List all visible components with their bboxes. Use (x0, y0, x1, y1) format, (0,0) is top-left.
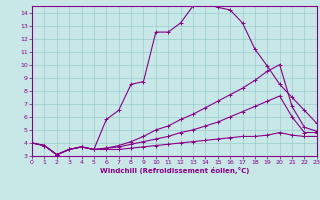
X-axis label: Windchill (Refroidissement éolien,°C): Windchill (Refroidissement éolien,°C) (100, 167, 249, 174)
